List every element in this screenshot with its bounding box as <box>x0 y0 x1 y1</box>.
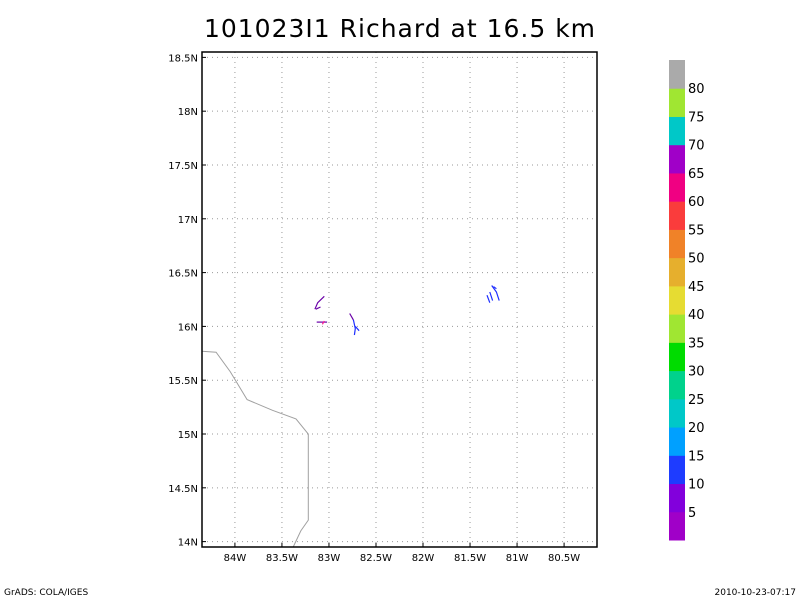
lon-tick-label: 81.5W <box>454 553 486 564</box>
colorbar-label: 40 <box>688 308 705 323</box>
colorbar-swatch <box>669 427 685 456</box>
lon-tick-label: 80.5W <box>548 553 580 564</box>
lat-tick-label: 14N <box>178 538 198 549</box>
lon-tick-label: 83.5W <box>266 553 298 564</box>
colorbar-label: 30 <box>688 365 705 380</box>
colorbar-label: 55 <box>688 223 705 238</box>
lat-tick-label: 18N <box>178 107 198 118</box>
map-frame <box>201 51 598 548</box>
lon-tick-label: 82W <box>412 553 435 564</box>
wind-segment <box>314 295 325 310</box>
wind-segment <box>489 291 494 301</box>
lat-tick-label: 18.5N <box>168 53 198 64</box>
footer-credit: GrADS: COLA/IGES <box>4 588 89 598</box>
colorbar-swatch <box>669 483 685 513</box>
colorbar-swatch <box>669 88 685 117</box>
wind-segment <box>491 285 500 301</box>
lat-tick-label: 15N <box>178 430 198 441</box>
colorbar-swatch <box>669 342 685 372</box>
coastline <box>201 350 309 548</box>
colorbar: 5 10 15 20 25 30 35 40 45 50 55 60 65 70 75 80 <box>669 60 705 541</box>
wind-segment <box>486 294 491 303</box>
colorbar-swatch <box>669 511 685 541</box>
colorbar-label: 25 <box>688 393 705 408</box>
footer-timestamp: 2010-10-23-07:17 <box>714 588 797 598</box>
wind-segment <box>493 286 497 290</box>
lon-tick-label: 81W <box>506 553 529 564</box>
wind-segment <box>349 313 354 321</box>
plot-title: 101023I1 Richard at 16.5 km <box>203 14 597 43</box>
lat-tick-label: 17N <box>178 215 198 226</box>
wind-segment <box>354 326 360 332</box>
wind-streamlines <box>314 285 500 336</box>
graticule <box>202 52 597 547</box>
colorbar-swatch <box>669 116 685 146</box>
lat-tick-label: 16.5N <box>168 269 198 280</box>
lon-tick-label: 82.5W <box>360 553 392 564</box>
colorbar-swatch <box>669 257 685 287</box>
lat-tick-label: 15.5N <box>168 376 198 387</box>
lon-tick-label: 83W <box>318 553 341 564</box>
wind-segment <box>321 320 325 325</box>
colorbar-swatch <box>669 398 685 428</box>
colorbar-label: 20 <box>688 421 705 436</box>
colorbar-label: 35 <box>688 336 705 351</box>
colorbar-swatch <box>669 229 685 259</box>
colorbar-label: 45 <box>688 280 705 295</box>
coastline-path <box>201 350 309 548</box>
colorbar-label: 15 <box>688 449 705 464</box>
colorbar-label: 65 <box>688 167 705 182</box>
axis-ticks: 84W 83.5W 83W 82.5W 82W 81.5W 81W 80.5W 14N 14.5N… <box>168 53 580 564</box>
wind-segment <box>352 319 356 336</box>
colorbar-label: 10 <box>688 478 705 493</box>
colorbar-swatch <box>669 144 685 174</box>
colorbar-label: 5 <box>688 506 696 521</box>
colorbar-label: 60 <box>688 195 705 210</box>
colorbar-swatch <box>669 60 685 89</box>
colorbar-label: 80 <box>688 82 705 97</box>
colorbar-swatch <box>669 314 685 343</box>
lat-tick-label: 17.5N <box>168 161 198 172</box>
colorbar-label: 70 <box>688 139 705 154</box>
colorbar-swatch <box>669 201 685 230</box>
colorbar-label: 50 <box>688 252 705 267</box>
colorbar-swatch <box>669 370 685 400</box>
colorbar-label: 75 <box>688 110 705 125</box>
colorbar-swatch <box>669 172 685 202</box>
lat-tick-label: 16N <box>178 322 198 333</box>
lat-tick-label: 14.5N <box>168 484 198 495</box>
lon-tick-label: 84W <box>224 553 247 564</box>
wind-segment <box>315 306 321 310</box>
colorbar-swatch <box>669 285 685 315</box>
colorbar-swatch <box>669 455 685 485</box>
